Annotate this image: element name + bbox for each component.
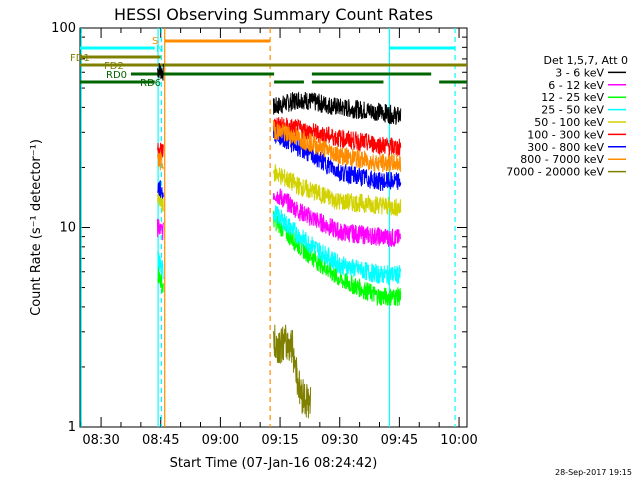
flag-label-fd2: FD2 — [104, 61, 124, 72]
x-tick-label: 09:15 — [261, 433, 298, 448]
flag-label-rd6: RD6 — [140, 78, 161, 89]
series-line-6 — [156, 180, 164, 199]
series-line-8 — [272, 324, 312, 419]
flag-label-n: N — [156, 44, 163, 55]
legend-label: 50 - 100 keV — [534, 116, 604, 129]
series-line-5 — [272, 116, 402, 157]
legend-label: 800 - 7000 keV — [520, 153, 604, 166]
series-line-1 — [156, 218, 164, 241]
series-line-3 — [272, 205, 402, 286]
legend-label: 6 - 12 keV — [548, 79, 604, 92]
series-line-2 — [272, 211, 402, 306]
series-line-3 — [157, 251, 164, 280]
x-tick-label: 10:00 — [440, 433, 477, 448]
x-tick-label: 09:30 — [321, 433, 358, 448]
y-tick-label: 1 — [68, 420, 76, 435]
y-tick-label: 10 — [59, 221, 76, 236]
x-tick-label: 08:30 — [82, 433, 119, 448]
chart-title: HESSI Observing Summary Count Rates — [114, 5, 433, 24]
series-line-0 — [156, 63, 164, 81]
legend-title: Det 1,5,7, Att 0 — [544, 54, 628, 67]
x-tick-label: 09:45 — [381, 433, 418, 448]
legend-label: 7000 - 20000 keV — [506, 166, 604, 179]
series-line-4 — [272, 164, 402, 217]
legend-label: 300 - 800 keV — [527, 141, 604, 154]
series-line-0 — [272, 91, 402, 125]
x-axis-label: Start Time (07-Jan-16 08:24:42) — [170, 456, 378, 471]
series-line-7 — [156, 152, 164, 171]
plot-frame — [79, 27, 468, 428]
series-line-2 — [157, 267, 164, 294]
flag-label-fd1: FD1 — [70, 53, 90, 64]
legend-label: 100 - 300 keV — [527, 128, 604, 141]
x-tick-label: 08:45 — [142, 433, 179, 448]
legend-label: 3 - 6 keV — [555, 66, 604, 79]
y-tick-label: 100 — [51, 21, 76, 36]
legend-label: 25 - 50 keV — [541, 104, 604, 117]
render-timestamp: 28-Sep-2017 19:15 — [555, 468, 632, 477]
legend-label: 12 - 25 keV — [541, 91, 604, 104]
series-line-1 — [272, 188, 402, 248]
series-line-7 — [272, 120, 402, 173]
y-axis-label: Count Rate (s⁻¹ detector⁻¹) — [29, 139, 44, 316]
flag-label-rd0: RD0 — [106, 70, 127, 81]
x-tick-label: 09:00 — [202, 433, 239, 448]
flag-label-s: S — [152, 36, 158, 47]
